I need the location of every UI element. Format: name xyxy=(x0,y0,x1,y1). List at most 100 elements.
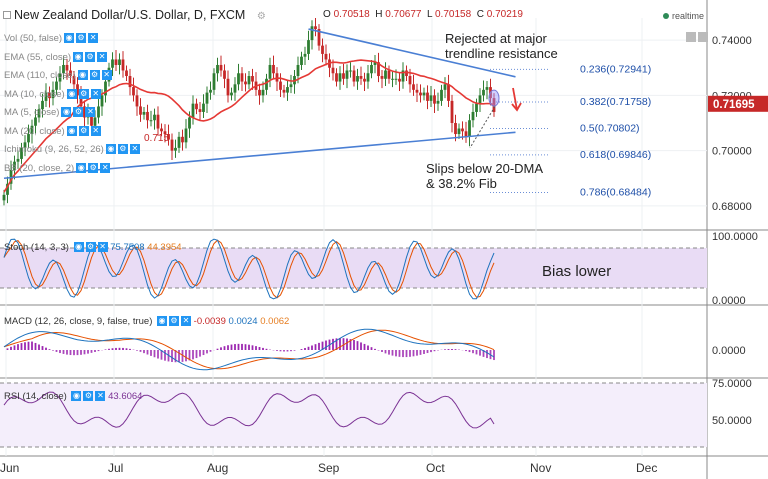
close-small-icon[interactable]: ✕ xyxy=(90,88,101,99)
layout-icons xyxy=(684,28,708,46)
visibility-icon[interactable]: ◉ xyxy=(76,162,87,173)
h-label: H xyxy=(375,9,383,20)
settings-icon[interactable]: ⚙ xyxy=(256,11,266,22)
indicator-label[interactable]: BB (20, close, 2) ◉ ⚙ ✕ xyxy=(4,162,111,174)
price-tick-label: 0.74000 xyxy=(712,35,752,47)
settings-small-icon[interactable]: ⚙ xyxy=(76,33,87,44)
settings-small-icon[interactable]: ⚙ xyxy=(117,144,128,155)
candle-body xyxy=(289,84,293,88)
settings-small-icon[interactable]: ⚙ xyxy=(89,70,100,81)
visibility-icon[interactable]: ◉ xyxy=(73,242,84,253)
candle-body xyxy=(408,76,412,85)
fib-label: 0.618(0.69846) xyxy=(580,149,651,161)
time-axis-label: Jun xyxy=(0,461,19,475)
candle-body xyxy=(440,89,443,101)
candle-body xyxy=(205,92,209,104)
settings-small-icon[interactable]: ⚙ xyxy=(85,51,96,62)
c-label: C xyxy=(476,9,484,20)
candle-body xyxy=(461,128,464,132)
fib-label: 0.236(0.72941) xyxy=(580,63,651,75)
candle-body xyxy=(482,89,485,96)
indicator-label[interactable]: MA (20, close) ◉ ⚙ ✕ xyxy=(4,126,101,137)
close-small-icon[interactable]: ✕ xyxy=(95,391,106,402)
visibility-icon[interactable]: ◉ xyxy=(77,70,88,81)
close-small-icon[interactable]: ✕ xyxy=(181,316,192,327)
candle-body xyxy=(16,158,20,162)
settings-small-icon[interactable]: ⚙ xyxy=(73,107,84,118)
candle-body xyxy=(191,103,195,118)
time-axis-label: Sep xyxy=(318,461,340,475)
candle-body xyxy=(282,89,286,93)
candle-body xyxy=(468,120,471,137)
settings-small-icon[interactable]: ⚙ xyxy=(78,88,89,99)
realtime-dot-icon xyxy=(663,13,669,19)
macd-hist-value: -0.0039 xyxy=(193,316,226,327)
close-small-icon[interactable]: ✕ xyxy=(97,51,108,62)
stoch-tick-label: 0.0000 xyxy=(712,295,746,307)
indicator-text: MA (20, close) xyxy=(4,125,65,137)
price-tick-label: 0.68000 xyxy=(712,201,752,213)
indicator-label[interactable]: Vol (50, false) ◉ ⚙ ✕ xyxy=(4,33,99,44)
candle-body xyxy=(272,64,275,74)
candle-body xyxy=(170,139,174,151)
indicator-label[interactable]: MA (10, close) ◉ ⚙ ✕ xyxy=(4,89,101,100)
visibility-icon[interactable]: ◉ xyxy=(71,391,82,402)
slip-arrow-line xyxy=(469,106,496,149)
visibility-icon[interactable]: ◉ xyxy=(157,316,168,327)
camera-icon[interactable] xyxy=(686,31,696,42)
candle-body xyxy=(349,70,352,72)
close-small-icon[interactable]: ✕ xyxy=(101,70,112,81)
close-small-icon[interactable]: ✕ xyxy=(90,125,101,136)
candle-body xyxy=(475,103,478,112)
indicator-label[interactable]: MA (5, close) ◉ ⚙ ✕ xyxy=(4,107,96,118)
visibility-icon[interactable]: ◉ xyxy=(64,33,75,44)
close-small-icon[interactable]: ✕ xyxy=(85,107,96,118)
close-small-icon[interactable]: ✕ xyxy=(100,162,111,173)
settings-small-icon[interactable]: ⚙ xyxy=(83,391,94,402)
stoch-d-line xyxy=(3,239,495,299)
candle-body xyxy=(160,128,163,132)
candle-body xyxy=(338,73,342,82)
indicator-label[interactable]: Ichimoku (9, 26, 52, 26) ◉ ⚙ ✕ xyxy=(4,144,140,155)
candle-body xyxy=(44,92,48,101)
time-axis-label: Dec xyxy=(636,461,657,475)
candle-body xyxy=(422,92,426,96)
candle-body xyxy=(296,64,300,77)
settings-small-icon[interactable]: ⚙ xyxy=(85,242,96,253)
candle-body xyxy=(279,81,282,90)
stoch-k-value: 75.7508 xyxy=(110,242,145,253)
indicator-label[interactable]: EMA (110, close) ◉ ⚙ ✕ xyxy=(4,70,112,81)
indicator-label[interactable]: EMA (55, close) ◉ ⚙ ✕ xyxy=(4,51,108,63)
settings-small-icon[interactable]: ⚙ xyxy=(169,316,180,327)
fib-label: 0.382(0.71758) xyxy=(580,96,651,108)
settings-small-icon[interactable]: ⚙ xyxy=(78,125,89,136)
collapse-icon[interactable] xyxy=(3,11,11,19)
visibility-icon[interactable]: ◉ xyxy=(105,144,116,155)
visibility-icon[interactable]: ◉ xyxy=(66,88,77,99)
candle-body xyxy=(58,73,62,82)
candle-body xyxy=(13,161,16,170)
settings-small-icon[interactable]: ⚙ xyxy=(88,162,99,173)
candle-body xyxy=(174,147,177,151)
symbol-title[interactable]: New Zealand Dollar/U.S. Dollar, D, FXCM xyxy=(14,8,246,22)
candle-body xyxy=(83,106,86,118)
close-small-icon[interactable]: ✕ xyxy=(97,242,108,253)
close-small-icon[interactable]: ✕ xyxy=(88,33,99,44)
candle-body xyxy=(335,73,338,82)
candle-body xyxy=(426,92,429,101)
candle-body xyxy=(69,70,72,77)
candle-body xyxy=(345,70,349,79)
close-small-icon[interactable]: ✕ xyxy=(129,144,140,155)
visibility-icon[interactable]: ◉ xyxy=(66,125,77,136)
fullscreen-icon[interactable] xyxy=(698,31,708,42)
candle-body xyxy=(394,78,398,80)
visibility-icon[interactable]: ◉ xyxy=(73,51,84,62)
macd-signal-line xyxy=(3,329,495,370)
candle-body xyxy=(324,53,328,60)
candle-body xyxy=(251,76,254,82)
candle-body xyxy=(20,147,23,159)
visibility-icon[interactable]: ◉ xyxy=(61,107,72,118)
candle-body xyxy=(128,76,132,88)
candle-body xyxy=(478,95,482,104)
